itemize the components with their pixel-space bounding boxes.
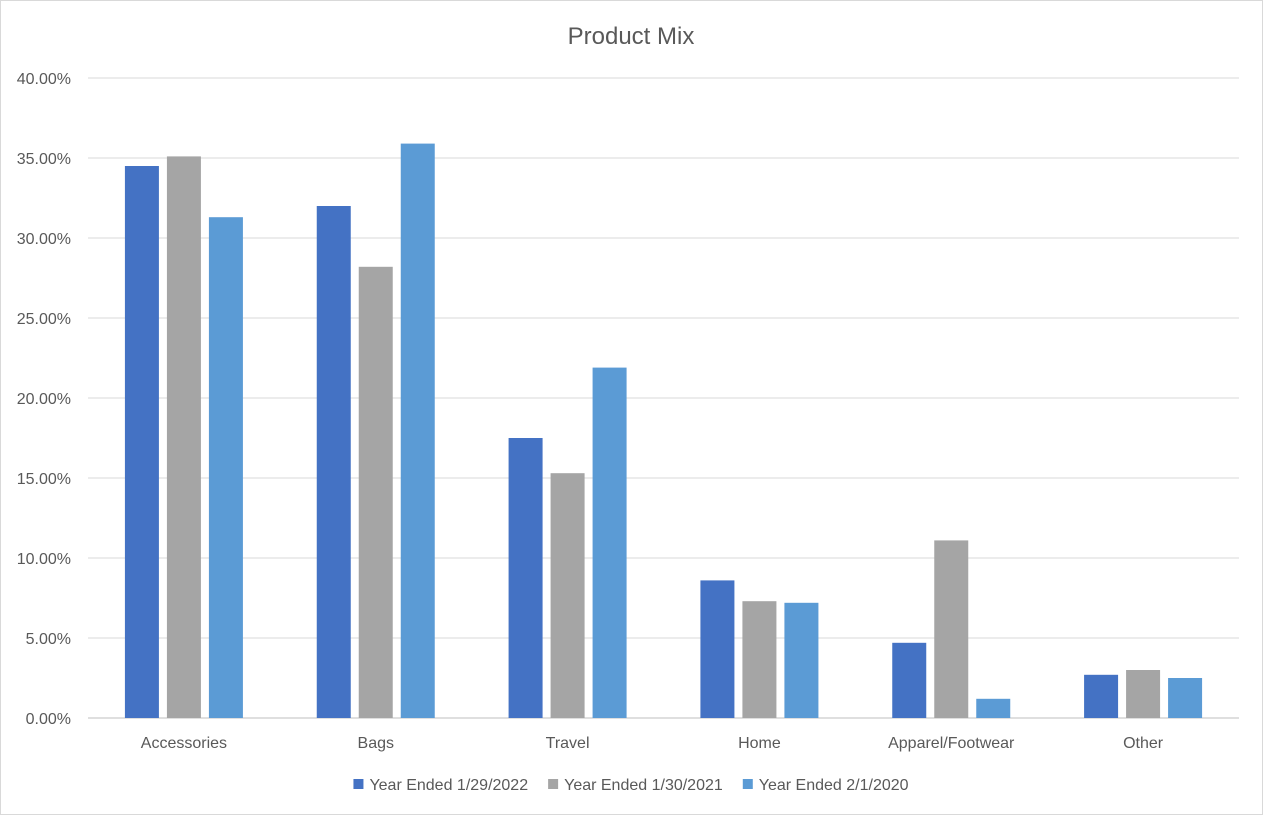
bars: [124, 143, 1203, 719]
bar-bags-series-3: [400, 143, 435, 719]
x-axis-category-labels: Accessories Bags Travel Home Apparel/Footwea…: [141, 735, 1164, 752]
bar-travel-series-3: [592, 367, 627, 718]
bar-accessories-series-2: [166, 156, 201, 718]
legend-swatch: [353, 779, 364, 789]
bar-travel-series-1: [508, 438, 543, 718]
y-tick-label: 25.00%: [17, 311, 71, 328]
legend-label: Year Ended 1/30/2021: [564, 777, 723, 794]
y-tick-label: 10.00%: [17, 551, 71, 568]
bar-accessories-series-3: [208, 217, 243, 718]
legend-swatch: [548, 779, 559, 789]
legend-swatch: [742, 779, 753, 789]
bar-apparel-footwear-series-1: [892, 642, 927, 718]
gridlines: [88, 77, 1239, 719]
y-tick-label: 5.00%: [26, 631, 71, 648]
bar-accessories-series-1: [124, 166, 159, 718]
legend-label: Year Ended 1/29/2022: [369, 777, 528, 794]
legend: Year Ended 1/29/2022 Year Ended 1/30/2021…: [353, 777, 909, 794]
chart-title: Product Mix: [568, 23, 695, 50]
bar-other-series-1: [1084, 674, 1119, 718]
bar-travel-series-2: [550, 473, 585, 718]
legend-label: Year Ended 2/1/2020: [759, 777, 909, 794]
bar-apparel-footwear-series-2: [934, 540, 969, 718]
bar-home-series-3: [784, 602, 819, 718]
x-category-label: Home: [738, 735, 781, 752]
x-category-label: Travel: [546, 735, 590, 752]
bar-home-series-1: [700, 580, 735, 718]
y-tick-label: 20.00%: [17, 391, 71, 408]
bar-home-series-2: [742, 601, 777, 718]
y-tick-label: 0.00%: [26, 711, 71, 728]
y-tick-label: 15.00%: [17, 471, 71, 488]
bar-other-series-3: [1168, 678, 1203, 718]
bar-bags-series-1: [316, 206, 351, 718]
y-tick-label: 30.00%: [17, 231, 71, 248]
y-axis-tick-labels: 0.00% 5.00% 10.00% 15.00% 20.00% 25.00% 30.00%…: [17, 71, 71, 728]
bar-bags-series-2: [358, 266, 393, 718]
bar-other-series-2: [1126, 670, 1161, 718]
x-category-label: Other: [1123, 735, 1164, 752]
y-tick-label: 40.00%: [17, 71, 71, 88]
y-tick-label: 35.00%: [17, 151, 71, 168]
x-category-label: Bags: [358, 735, 394, 752]
x-category-label: Apparel/Footwear: [888, 735, 1015, 752]
bar-apparel-footwear-series-3: [976, 698, 1011, 718]
x-category-label: Accessories: [141, 735, 227, 752]
